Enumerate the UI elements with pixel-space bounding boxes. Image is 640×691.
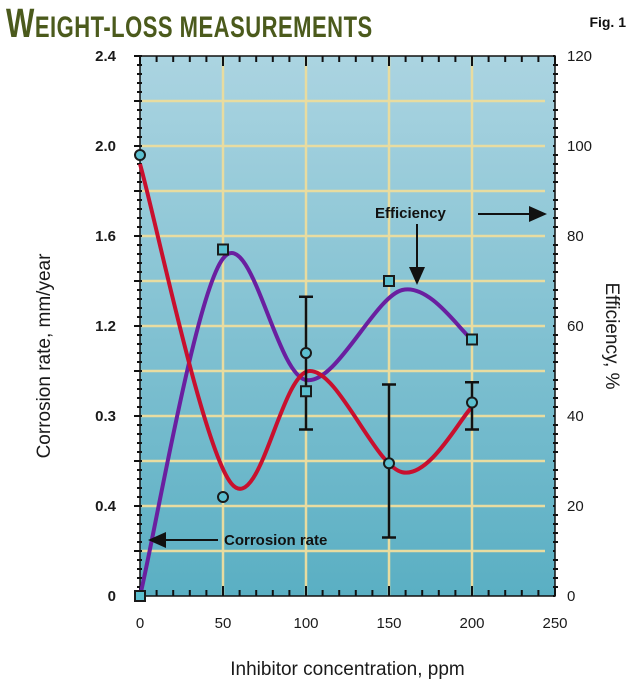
y-tick-label-right: 0 [567,588,575,605]
corrosion-rate-marker [466,396,478,409]
y-axis-title-left: Corrosion rate, mm/year [34,253,55,459]
y-tick-label-right: 100 [567,138,592,155]
y-axis-title-right: Efficiency, % [601,282,622,389]
y-tick-label-right: 40 [567,408,584,425]
y-tick-label-left: 1.6 [95,228,116,245]
efficiency-marker [300,385,312,398]
y-tick-label-left: 1.2 [95,318,116,335]
y-tick-label-left: 0 [108,588,116,605]
y-tick-label-left: 2.0 [95,138,116,155]
annotation-corrosion-rate: Corrosion rate [224,532,327,549]
annotation-efficiency: Efficiency [375,205,447,222]
x-tick-label: 0 [136,615,144,632]
y-tick-label-right: 20 [567,498,584,515]
x-tick-label: 150 [376,615,401,632]
chart-title: WEIGHT-LOSS MEASUREMENTS [6,2,373,48]
x-axis-title: Inhibitor concentration, ppm [230,659,464,680]
y-tick-label-right: 80 [567,228,584,245]
y-tick-label-left: 0.4 [95,498,117,515]
corrosion-rate-marker [383,457,395,470]
x-tick-label: 250 [542,615,567,632]
efficiency-marker [134,590,146,602]
figure-label: Fig. 1 [589,14,626,30]
chart-title-initial: W [6,2,35,47]
efficiency-marker [383,275,395,287]
corrosion-rate-marker [134,149,146,161]
chart-title-rest: EIGHT-LOSS MEASUREMENTS [34,10,373,44]
efficiency-marker [217,243,229,256]
efficiency-curve [138,251,474,597]
y-tick-label-right: 60 [567,318,584,335]
x-tick-label: 100 [293,615,318,632]
y-tick-label-right: 120 [567,48,592,65]
x-tick-label: 200 [459,615,484,632]
corrosion-rate-marker [217,491,229,503]
corrosion-rate-curve [138,163,474,491]
efficiency-marker [466,333,478,346]
x-tick-label: 50 [215,615,232,632]
corrosion-rate-marker [300,347,312,359]
y-tick-label-left: 2.4 [95,48,117,65]
y-tick-label-left: 0.3 [95,408,116,425]
